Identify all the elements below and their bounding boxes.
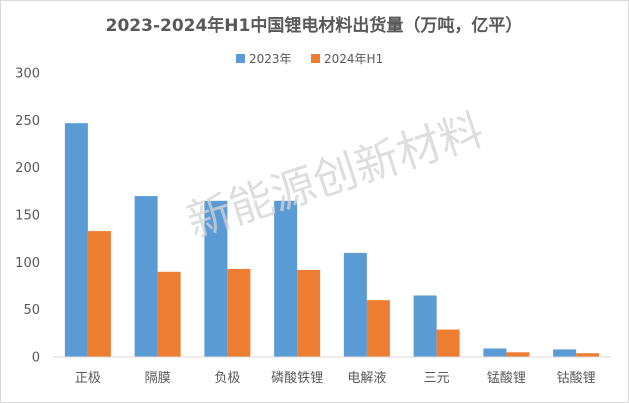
- x-tick-label: 三元: [424, 371, 450, 386]
- bar-series-1-4: [343, 252, 367, 357]
- legend-swatch: [311, 54, 320, 63]
- y-tick-label: 100: [15, 256, 40, 271]
- bar-series-2-1: [157, 271, 181, 357]
- y-tick-label: 150: [15, 209, 40, 224]
- y-tick-label: 50: [23, 303, 40, 318]
- x-tick-label: 电解液: [347, 371, 386, 386]
- bars: [64, 123, 600, 357]
- bar-series-2-4: [366, 300, 390, 357]
- x-tick-label: 锰酸锂: [487, 371, 526, 386]
- watermark: 新能源创新材料: [181, 104, 490, 248]
- x-tick-label: 正极: [75, 371, 101, 386]
- y-tick-label: 0: [32, 351, 40, 366]
- y-tick-label: 200: [15, 161, 40, 176]
- bar-series-1-7: [553, 349, 577, 357]
- legend-label: 2023年: [249, 52, 292, 66]
- legend-swatch: [236, 54, 245, 63]
- bar-series-1-0: [64, 123, 88, 357]
- bar-series-2-5: [436, 329, 460, 357]
- bar-series-2-6: [506, 352, 530, 357]
- bar-series-2-3: [297, 269, 321, 357]
- bar-series-2-2: [227, 268, 251, 357]
- y-axis: 0 50 100 150 200 250 300: [15, 67, 40, 366]
- bar-series-1-6: [483, 348, 507, 357]
- chart-title: 2023-2024年H1中国锂电材料出货量（万吨，亿平）: [106, 15, 523, 36]
- bar-series-1-5: [413, 295, 437, 357]
- bar-series-2-7: [576, 353, 600, 357]
- x-tick-label: 隔膜: [145, 371, 171, 386]
- x-axis: 正极 隔膜 负极 磷酸铁锂 电解液 三元 锰酸锂 钴酸锂: [75, 371, 596, 386]
- y-tick-label: 300: [15, 67, 40, 82]
- bar-series-1-2: [204, 200, 228, 357]
- bar-series-1-1: [134, 196, 158, 357]
- x-tick-label: 磷酸铁锂: [271, 371, 323, 386]
- bar-series-2-0: [87, 231, 111, 357]
- bar-series-1-3: [274, 200, 298, 357]
- legend: 2023年 2024年H1: [236, 52, 383, 66]
- legend-label: 2024年H1: [324, 52, 383, 66]
- x-tick-label: 负极: [214, 371, 240, 386]
- x-tick-label: 钴酸锂: [557, 371, 596, 386]
- y-tick-label: 250: [15, 114, 40, 129]
